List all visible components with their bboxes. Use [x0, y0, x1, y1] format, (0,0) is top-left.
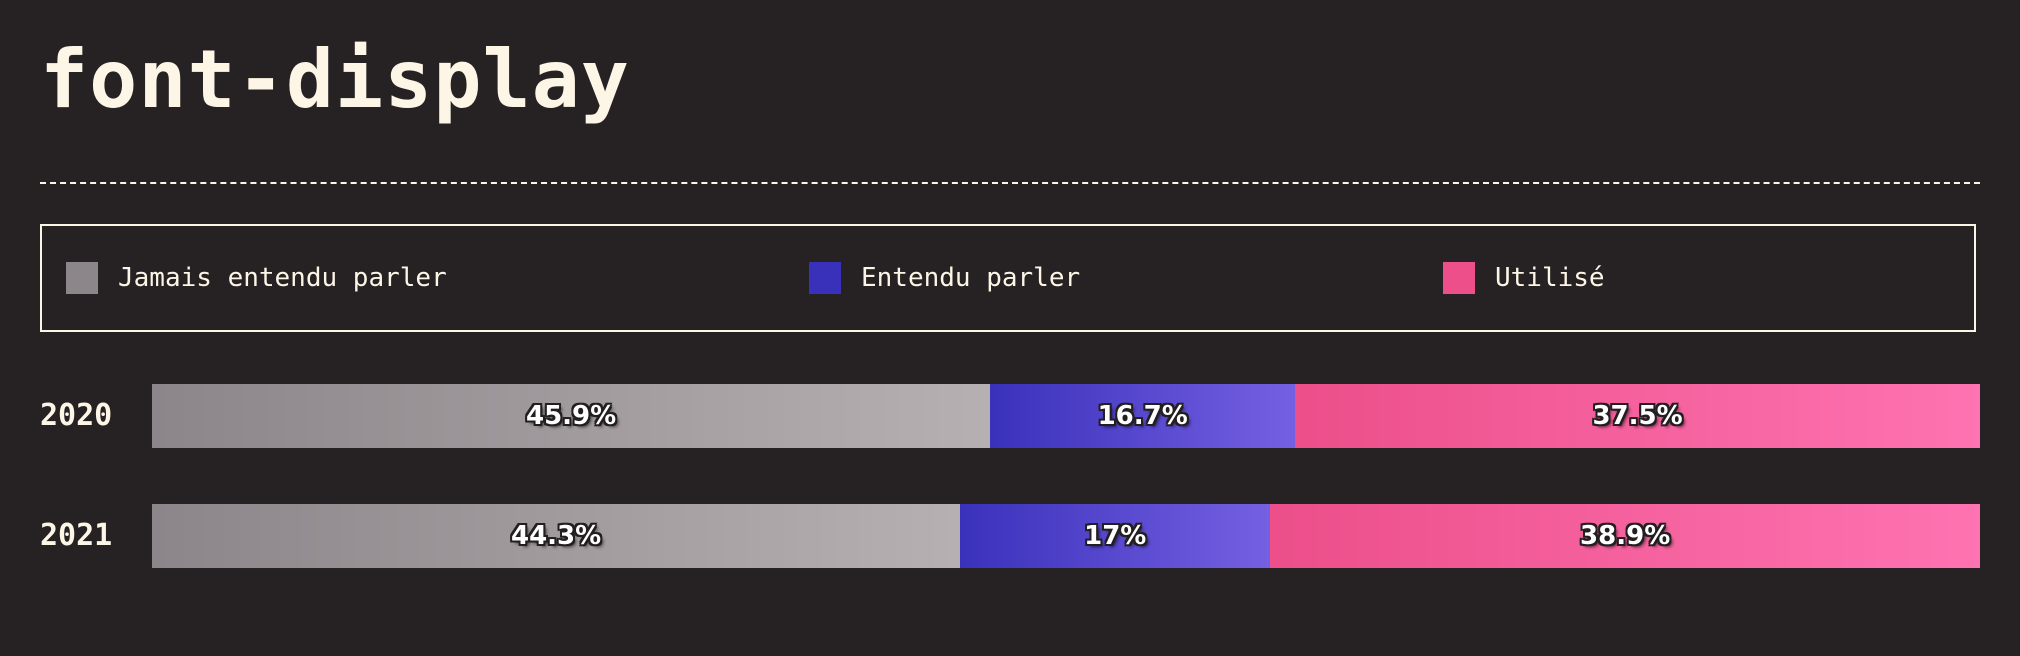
chart-title: font-display [40, 33, 630, 126]
row-label-2020: 2020 [40, 398, 113, 433]
legend-swatch-used [1443, 262, 1475, 294]
bar-value-label-used-2021: 38.9% [1580, 521, 1671, 551]
bar-segment-used-2020: 37.5% [1295, 384, 1980, 448]
legend: Jamais entendu parler Entendu parler Uti… [40, 224, 1976, 332]
bar-value-label-heard-2020: 16.7% [1097, 401, 1188, 431]
bar-row-2021: 2021 44.3% 17% 38.9% [0, 504, 2020, 568]
legend-swatch-never-heard [66, 262, 98, 294]
bar-segment-never-heard-2020: 45.9% [152, 384, 991, 448]
title-divider [40, 182, 1980, 184]
bar-track-2020: 45.9% 16.7% 37.5% [152, 384, 1980, 448]
legend-label-never-heard: Jamais entendu parler [118, 263, 447, 293]
legend-label-heard: Entendu parler [861, 263, 1081, 293]
bar-row-2020: 2020 45.9% 16.7% 37.5% [0, 384, 2020, 448]
legend-item-never-heard: Jamais entendu parler [66, 262, 447, 294]
legend-item-heard: Entendu parler [809, 262, 1080, 294]
legend-item-used: Utilisé [1443, 262, 1605, 294]
bar-segment-used-2021: 38.9% [1270, 504, 1980, 568]
bar-segment-never-heard-2021: 44.3% [152, 504, 961, 568]
bar-value-label-never-heard-2021: 44.3% [510, 521, 602, 551]
legend-label-used: Utilisé [1495, 263, 1605, 293]
bar-segment-heard-2020: 16.7% [990, 384, 1296, 448]
bar-segment-heard-2021: 17% [960, 504, 1271, 568]
row-label-2021: 2021 [40, 518, 113, 553]
bar-value-label-heard-2021: 17% [1084, 521, 1147, 551]
bar-value-label-never-heard-2020: 45.9% [526, 401, 617, 431]
bar-value-label-used-2020: 37.5% [1592, 401, 1683, 431]
legend-swatch-heard [809, 262, 841, 294]
bar-track-2021: 44.3% 17% 38.9% [152, 504, 1980, 568]
